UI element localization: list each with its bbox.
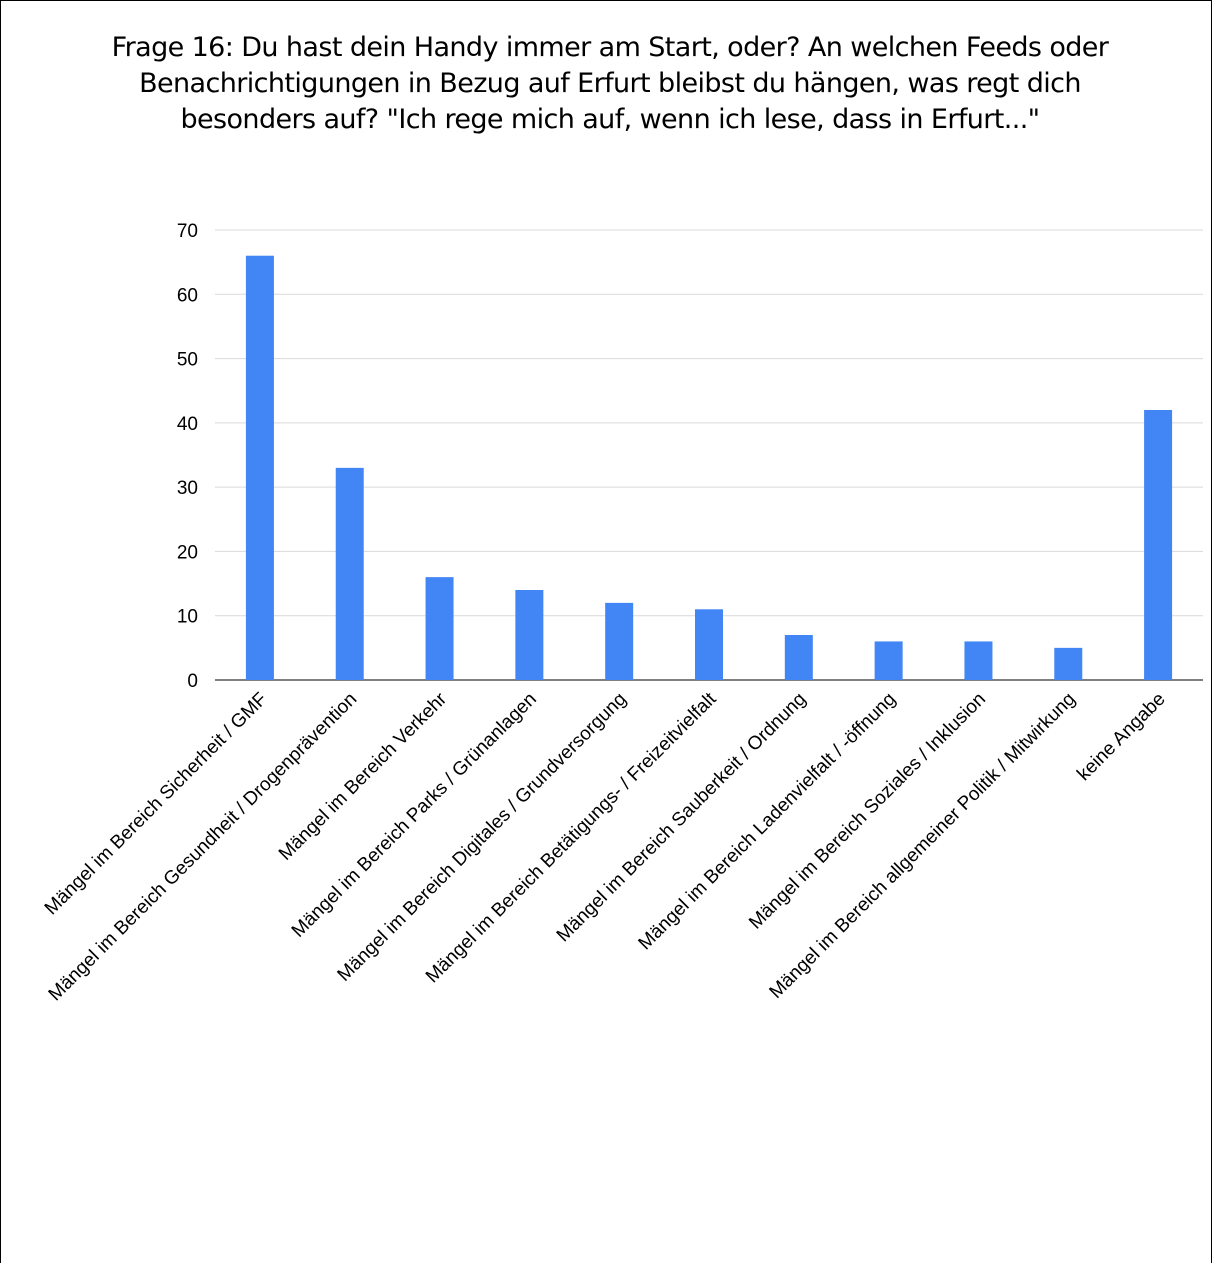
y-tick-label: 70 xyxy=(177,221,198,242)
y-tick-label: 30 xyxy=(177,478,198,499)
bar-7 xyxy=(874,641,903,680)
bar-3 xyxy=(515,590,544,680)
bar-1 xyxy=(335,467,364,680)
y-tick-label: 10 xyxy=(177,607,198,628)
x-category-label: Mängel im Bereich allgemeiner Politik / … xyxy=(766,689,1080,1003)
chart-title: Frage 16: Du hast dein Handy immer am St… xyxy=(111,32,1109,135)
bar-4 xyxy=(605,602,634,680)
y-tick-label: 40 xyxy=(177,414,198,435)
y-tick-label: 0 xyxy=(187,671,198,692)
bar-10 xyxy=(1144,410,1173,680)
bar-5 xyxy=(695,609,723,680)
y-tick-label: 20 xyxy=(177,542,198,563)
y-tick-label: 60 xyxy=(177,285,198,306)
bar-2 xyxy=(425,577,454,680)
bar-9 xyxy=(1054,647,1083,680)
y-tick-label: 50 xyxy=(177,350,198,371)
bar-0 xyxy=(245,255,274,680)
x-category-label: Mängel im Bereich Verkehr xyxy=(275,688,452,865)
x-category-label: Mängel im Bereich Gesundheit / Drogenprä… xyxy=(45,689,362,1006)
bar-8 xyxy=(964,641,993,680)
bar-6 xyxy=(784,635,813,680)
x-category-label: keine Angabe xyxy=(1073,689,1169,785)
